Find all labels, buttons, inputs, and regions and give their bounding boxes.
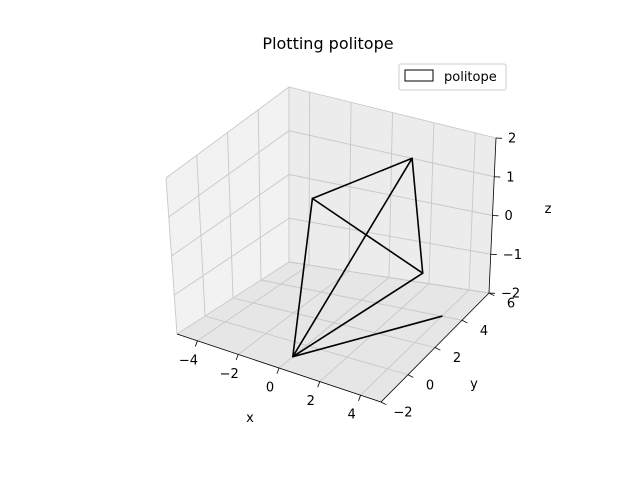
axis-panes: [166, 87, 496, 402]
z-tick-label: 0: [505, 209, 513, 224]
y-tick-label: 4: [480, 324, 488, 339]
x-tick-label: −2: [220, 367, 239, 382]
z-tick-label: 2: [508, 132, 516, 147]
z-tick-label: −2: [501, 287, 520, 302]
y-tick-label: 0: [426, 378, 434, 393]
x-tick: [318, 382, 320, 388]
x-tick-label: 4: [347, 408, 355, 423]
x-tick-label: 0: [266, 381, 274, 396]
x-tick: [195, 341, 197, 347]
legend: politope: [399, 64, 506, 90]
y-tick: [408, 375, 413, 378]
y-tick-label: 2: [453, 351, 461, 366]
legend-swatch-politope: [405, 70, 433, 81]
x-tick-label: −4: [179, 353, 198, 368]
z-axis-label: z: [545, 202, 552, 217]
z-tick-label: −1: [503, 248, 522, 263]
y-tick: [435, 348, 440, 351]
chart-title: Plotting politope: [262, 34, 393, 53]
x-axis-label: x: [246, 411, 254, 426]
x-tick: [236, 354, 238, 360]
x-tick-label: 2: [307, 394, 315, 409]
legend-label-politope: politope: [444, 70, 497, 85]
y-tick: [462, 320, 467, 323]
x-tick: [359, 395, 361, 401]
y-tick: [381, 402, 386, 405]
z-tick-label: 1: [506, 170, 514, 185]
x-tick: [277, 368, 279, 374]
y-tick-label: −2: [393, 406, 412, 421]
y-axis-label: y: [470, 377, 478, 392]
